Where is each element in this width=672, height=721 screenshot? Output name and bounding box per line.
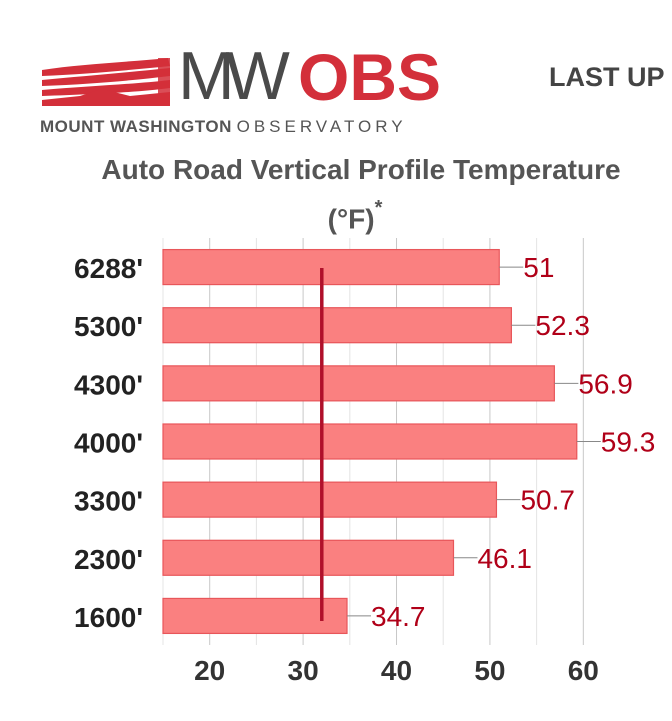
chart-title: Auto Road Vertical Profile Temperature <box>101 154 621 185</box>
data-label: 56.9 <box>578 368 633 399</box>
category-label: 2300' <box>74 544 143 575</box>
chart-unit: (°F)* <box>290 198 420 235</box>
x-tick-label: 50 <box>474 655 505 686</box>
data-label: 51 <box>523 252 554 283</box>
data-label: 52.3 <box>535 310 590 341</box>
category-label: 4000' <box>74 428 143 459</box>
logo-obs-text: OBS <box>298 40 442 114</box>
category-label: 4300' <box>74 369 143 400</box>
last-updated-label: LAST UP <box>549 62 665 92</box>
bar <box>162 597 348 635</box>
category-label: 6288' <box>74 253 143 284</box>
category-label: 1600' <box>74 602 143 633</box>
chart-unit-text: (°F) <box>327 203 375 235</box>
bar <box>162 307 512 344</box>
mwobs-logo[interactable]: MW OBS MOUNT WASHINGTON OBSERVATORY <box>40 42 441 146</box>
x-tick-label: 40 <box>381 655 412 686</box>
data-label: 34.7 <box>371 601 426 632</box>
bar <box>162 539 455 576</box>
x-tick-label: 60 <box>568 655 599 686</box>
mountain-logo-icon <box>42 58 170 106</box>
chart-unit-note: * <box>374 197 383 219</box>
bar <box>162 248 500 286</box>
bar <box>162 365 555 402</box>
logo-subtitle: MOUNT WASHINGTON OBSERVATORY <box>40 118 407 135</box>
bar <box>162 423 578 460</box>
logo-subtitle-light: OBSERVATORY <box>236 117 407 136</box>
data-label: 50.7 <box>520 485 575 516</box>
data-label: 46.1 <box>477 543 532 574</box>
bar <box>162 481 498 518</box>
x-tick-label: 30 <box>288 655 319 686</box>
logo-subtitle-strong: MOUNT WASHINGTON <box>40 117 232 136</box>
logo-mw-text: MW <box>178 38 290 114</box>
x-tick-label: 20 <box>194 655 225 686</box>
data-label: 59.3 <box>601 427 656 458</box>
category-label: 3300' <box>74 486 143 517</box>
category-label: 5300' <box>74 311 143 342</box>
